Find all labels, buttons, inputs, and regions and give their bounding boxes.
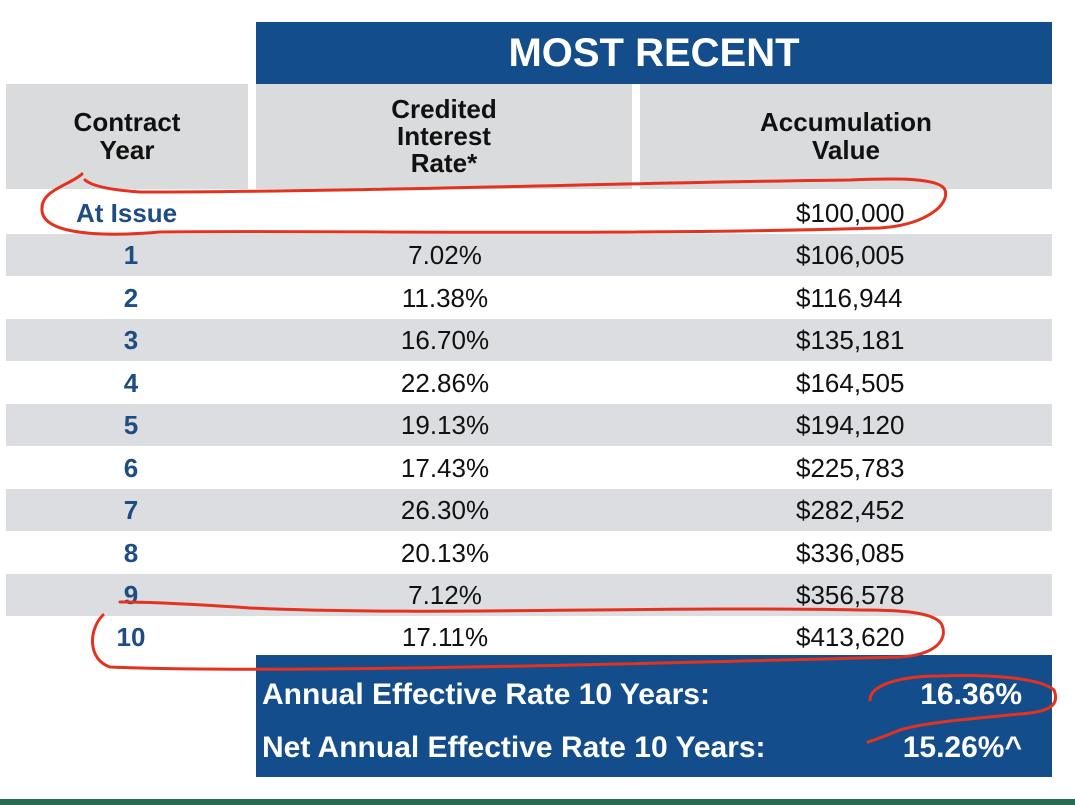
- row-rate: 17.11%: [401, 622, 489, 652]
- row-year: 6: [123, 453, 139, 483]
- row-rate: 26.30%: [400, 495, 490, 525]
- net-annual-effective-rate-value: 15.26%^: [902, 731, 1022, 764]
- most-recent-banner: MOST RECENT: [256, 22, 1052, 84]
- row-year: 1: [123, 240, 139, 270]
- row-rate: 7.12%: [408, 580, 482, 610]
- row-rate: 16.70%: [400, 325, 490, 355]
- row-value: $106,005: [796, 240, 905, 270]
- column-header-accumulation-value-label: Accumulation Value: [760, 107, 932, 165]
- row-rate: 19.13%: [400, 410, 490, 440]
- row-value: $225,783: [796, 453, 905, 483]
- row-year: 5: [123, 410, 139, 440]
- effective-rate-summary: Annual Effective Rate 10 Years: 16.36% N…: [256, 655, 1052, 777]
- table-row: 2 11.38% $116,944: [6, 277, 1052, 319]
- row-rate: 20.13%: [400, 538, 490, 568]
- row-rate: 17.43%: [400, 453, 490, 483]
- column-header-contract-year-label: Contract Year: [73, 107, 181, 165]
- row-year: 3: [123, 325, 139, 355]
- row-year: At Issue: [76, 198, 178, 228]
- row-year: 2: [123, 283, 139, 313]
- row-rate: 22.86%: [400, 368, 490, 398]
- table-row-at-issue: At Issue $100,000: [6, 192, 1052, 234]
- row-year: 4: [123, 368, 139, 398]
- row-value: $356,578: [796, 580, 905, 610]
- row-year: 10: [116, 622, 146, 652]
- annual-effective-rate-value: 16.36%: [920, 678, 1022, 711]
- net-annual-effective-rate: Net Annual Effective Rate 10 Years: 15.2…: [262, 728, 1022, 768]
- row-year: 9: [123, 580, 139, 610]
- row-rate: 7.02%: [408, 240, 482, 270]
- row-value: $194,120: [796, 410, 905, 440]
- table-row: 8 20.13% $336,085: [6, 532, 1052, 574]
- annual-effective-rate: Annual Effective Rate 10 Years: 16.36%: [262, 675, 1022, 715]
- table-row: 5 19.13% $194,120: [6, 404, 1052, 446]
- row-value: $336,085: [796, 538, 905, 568]
- row-rate: [256, 192, 634, 234]
- table-row: 1 7.02% $106,005: [6, 234, 1052, 276]
- row-value: $100,000: [796, 198, 905, 228]
- annual-effective-rate-label: Annual Effective Rate 10 Years:: [262, 678, 710, 711]
- table-row: 6 17.43% $225,783: [6, 447, 1052, 489]
- column-header-contract-year: Contract Year: [6, 84, 248, 189]
- table-row: 7 26.30% $282,452: [6, 489, 1052, 531]
- column-header-credited-rate: Credited Interest Rate*: [256, 84, 632, 189]
- row-value: $164,505: [796, 368, 905, 398]
- table-row-year-10: 10 17.11% $413,620: [6, 616, 1052, 658]
- row-value: $135,181: [796, 325, 905, 355]
- table-row: 3 16.70% $135,181: [6, 319, 1052, 361]
- column-header-accumulation-value: Accumulation Value: [640, 84, 1052, 189]
- row-year: 7: [123, 495, 139, 525]
- row-value: $282,452: [796, 495, 905, 525]
- row-year: 8: [123, 538, 139, 568]
- column-header-credited-rate-label: Credited Interest Rate*: [391, 93, 497, 179]
- table-row: 4 22.86% $164,505: [6, 362, 1052, 404]
- row-rate: 11.38%: [401, 283, 489, 313]
- row-value: $116,944: [796, 283, 903, 313]
- table-row: 9 7.12% $356,578: [6, 574, 1052, 616]
- row-value: $413,620: [796, 622, 905, 652]
- bottom-border: [0, 799, 1075, 805]
- net-annual-effective-rate-label: Net Annual Effective Rate 10 Years:: [262, 731, 766, 764]
